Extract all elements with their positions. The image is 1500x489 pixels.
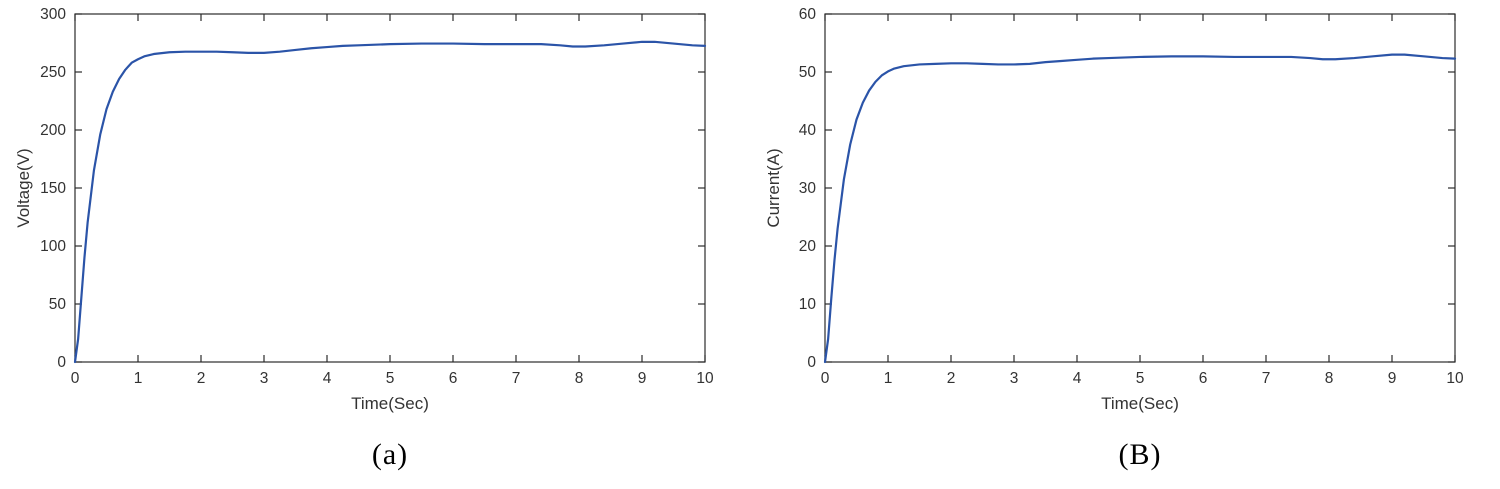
x-tick-label: 6 xyxy=(449,370,458,387)
y-tick-label: 40 xyxy=(799,122,817,139)
y-tick-label: 50 xyxy=(799,64,817,81)
data-line xyxy=(823,53,1457,364)
y-tick-label: 300 xyxy=(40,6,66,23)
y-tick-label: 0 xyxy=(807,354,816,371)
x-tick-label: 9 xyxy=(638,370,647,387)
x-tick-label: 2 xyxy=(947,370,956,387)
x-tick-label: 2 xyxy=(197,370,206,387)
data-line xyxy=(73,40,707,364)
plot-border xyxy=(74,13,706,363)
x-axis-label: Time(Sec) xyxy=(351,394,429,413)
x-tick-label: 1 xyxy=(134,370,143,387)
x-tick-label: 0 xyxy=(71,370,80,387)
x-tick-label: 7 xyxy=(1262,370,1271,387)
x-tick-label: 10 xyxy=(1446,370,1464,387)
y-tick-label: 0 xyxy=(57,354,66,371)
y-tick-label: 100 xyxy=(40,238,66,255)
caption-b: (B) xyxy=(1118,438,1162,471)
x-tick-label: 5 xyxy=(386,370,395,387)
x-tick-label: 9 xyxy=(1388,370,1397,387)
x-tick-label: 4 xyxy=(323,370,332,387)
y-tick-label: 200 xyxy=(40,122,66,139)
x-tick-label: 7 xyxy=(512,370,521,387)
x-tick-label: 4 xyxy=(1073,370,1082,387)
x-tick-label: 8 xyxy=(575,370,584,387)
current-chart: 0 1 2 3 4 5 6 7 8 9 10 0 10 20 30 40 50 60 Time(Sec) Curren… xyxy=(750,0,1500,489)
x-tick-label: 6 xyxy=(1199,370,1208,387)
x-tick-label: 8 xyxy=(1325,370,1334,387)
y-tick-label: 60 xyxy=(799,6,817,23)
y-axis-label: Voltage(V) xyxy=(14,148,33,227)
y-tick-label: 30 xyxy=(799,180,817,197)
current-plot: 0 1 2 3 4 5 6 7 8 9 10 0 10 20 30 40 50 60 Time(Sec) Curren… xyxy=(750,0,1500,420)
y-tick-label: 150 xyxy=(40,180,66,197)
y-tick-label: 250 xyxy=(40,64,66,81)
y-axis-label: Current(A) xyxy=(764,148,783,227)
x-tick-label: 5 xyxy=(1136,370,1145,387)
x-tick-label: 1 xyxy=(884,370,893,387)
x-axis-label: Time(Sec) xyxy=(1101,394,1179,413)
y-tick-label: 10 xyxy=(799,296,817,313)
y-tick-label: 20 xyxy=(799,238,817,255)
voltage-chart: 0 1 2 3 4 5 6 7 8 9 10 0 50 100 150 200 250 300 Time(Sec) V… xyxy=(0,0,750,471)
x-tick-label: 3 xyxy=(1010,370,1019,387)
y-tick-label: 50 xyxy=(49,296,67,313)
plot-border xyxy=(824,13,1456,363)
x-tick-label: 10 xyxy=(696,370,714,387)
voltage-plot: 0 1 2 3 4 5 6 7 8 9 10 0 50 100 150 200 250 300 Time(Sec) V… xyxy=(0,0,750,420)
voltage-plot-svg: 0 1 2 3 4 5 6 7 8 9 10050100150200250300Time(Sec)V… xyxy=(14,6,714,413)
caption-a: (a) xyxy=(371,438,409,471)
x-tick-label: 3 xyxy=(260,370,269,387)
current-plot-svg: 0 1 2 3 4 5 6 7 8 9 10 0 10 20 30 40 50 60 Time(Sec) Curren… xyxy=(764,6,1464,413)
x-tick-label: 0 xyxy=(821,370,830,387)
